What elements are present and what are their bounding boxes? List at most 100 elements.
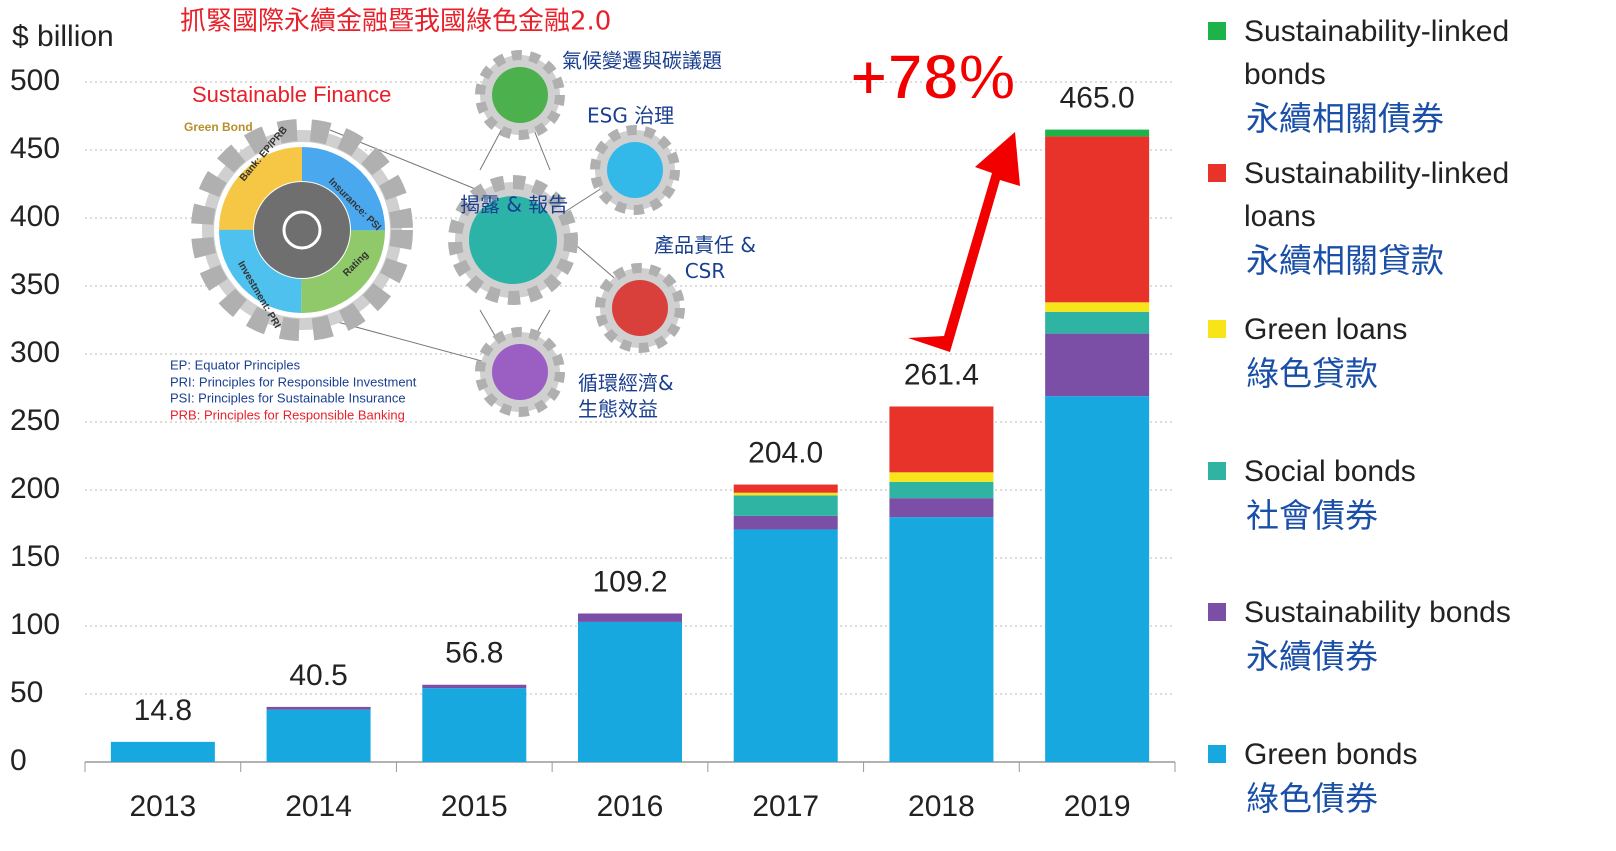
legend-label-zh: 綠色債券 <box>1246 779 1378 818</box>
y-tick-label: 100 <box>10 608 60 641</box>
globe-icon <box>282 210 322 250</box>
x-tick-label: 2015 <box>441 790 508 823</box>
bar-segment <box>1045 311 1150 334</box>
y-tick-label: 350 <box>10 268 60 301</box>
annotation: +78% <box>850 41 1015 113</box>
y-tick-label: 450 <box>10 132 60 165</box>
y-tick-label: 500 <box>10 64 60 97</box>
legend-swatch <box>1208 462 1226 480</box>
bar-segment <box>889 481 994 499</box>
bar-segment <box>733 484 838 493</box>
plot: 0 50 100 150 200 250 300 350 400 450 500 2013 14.8 20… <box>10 64 1176 823</box>
bar-segment <box>1045 129 1150 137</box>
y-tick-label: 300 <box>10 336 60 369</box>
chart: 0 50 100 150 200 250 300 350 400 450 500 2013 14.8 20… <box>10 7 1176 823</box>
note: PRB: Principles for Responsible Banking <box>170 407 405 422</box>
y-tick-label: 250 <box>10 404 60 437</box>
topic-gears <box>448 50 685 417</box>
total-label: 14.8 <box>134 694 192 727</box>
legend-label: Sustainability-linked loans <box>1244 157 1510 233</box>
inset-title: 抓緊國際永續金融暨我國綠色金融2.0 <box>180 7 611 37</box>
gear-core <box>254 182 350 278</box>
bar-segment <box>422 688 527 762</box>
x-tick-label: 2014 <box>285 790 352 823</box>
y-tick-label: 150 <box>10 540 60 573</box>
bar-segment <box>733 529 838 762</box>
bar-segment <box>578 613 682 622</box>
bar-segment <box>733 492 838 496</box>
legend-entry: Sustainability-linked loans 永續相關貸款 <box>1208 152 1608 284</box>
topic-label-box: 循環經濟& 生態效益 <box>578 371 674 421</box>
legend-label: Green bonds <box>1244 738 1418 771</box>
legend-entry: Social bonds 社會債券 <box>1208 450 1608 539</box>
total-label: 109.2 <box>592 565 667 598</box>
bar-segment <box>889 472 994 482</box>
topic-label: 產品責任 & CSR <box>654 233 756 283</box>
legend-label-zh: 永續相關債券 <box>1246 99 1444 138</box>
y-axis-label: $ billion <box>12 20 114 53</box>
y-tick-label: 0 <box>10 744 27 777</box>
ring-part <box>219 147 385 313</box>
bar-segment <box>733 515 838 530</box>
arrow <box>908 132 1020 352</box>
topic-label: 循環經濟& 生態效益 <box>578 371 674 421</box>
topic-label: ESG 治理 <box>587 104 674 128</box>
topic-label: 揭露 & 報告 <box>460 193 568 217</box>
topic-label: 氣候變遷與碳議題 <box>562 49 722 73</box>
total-label: 465.0 <box>1060 82 1135 115</box>
notes: EP: Equator Principles PRI: Principles f… <box>170 357 417 422</box>
legend-label-zh: 永續相關貸款 <box>1246 241 1444 280</box>
legend-label-zh: 永續債券 <box>1246 637 1378 676</box>
inset-subtitle: Sustainable Finance <box>192 82 391 107</box>
total-label: 56.8 <box>445 637 503 670</box>
legend-entry: Sustainability-linked bonds 永續相關債券 <box>1208 10 1608 142</box>
bar-segment <box>889 517 994 762</box>
bar-segment <box>1045 136 1150 303</box>
total-label: 204.0 <box>748 436 823 469</box>
total-label: 40.5 <box>289 659 347 692</box>
y-tick-label: 400 <box>10 200 60 233</box>
x-tick-label: 2016 <box>597 790 664 823</box>
bar-segment <box>266 709 371 762</box>
note: PSI: Principles for Sustainable Insuranc… <box>170 390 406 405</box>
y-tick-label: 200 <box>10 472 60 505</box>
legend-swatch <box>1208 603 1226 621</box>
bar-segment <box>733 495 838 516</box>
bar-segment <box>266 706 371 710</box>
note: EP: Equator Principles <box>170 357 301 372</box>
x-tick-label: 2017 <box>752 790 819 823</box>
legend-entry: Sustainability bonds 永續債券 <box>1208 591 1608 680</box>
bar-segment <box>1045 302 1150 312</box>
bar-segment <box>1045 333 1150 397</box>
ring-part <box>219 147 385 313</box>
bar-segment <box>422 684 527 689</box>
legend-label: Sustainability-linked bonds <box>1244 15 1510 91</box>
y-tick-label: 50 <box>10 676 43 709</box>
bar-segment <box>110 741 215 762</box>
bar-segment <box>889 498 994 518</box>
legend-label: Social bonds <box>1244 455 1416 488</box>
legend-swatch <box>1208 164 1226 182</box>
bar-segment <box>1045 396 1150 762</box>
bar-segment <box>578 621 682 762</box>
ring-part <box>219 147 385 313</box>
legend-label-zh: 社會債券 <box>1246 496 1378 535</box>
total-label: 261.4 <box>904 358 979 391</box>
legend-swatch <box>1208 22 1226 40</box>
legend-swatch <box>1208 745 1226 763</box>
x-tick-label: 2013 <box>129 790 196 823</box>
inset-diagram: 抓緊國際永續金融暨我國綠色金融2.0 Sustainable Finance G… <box>170 7 756 423</box>
legend-swatch <box>1208 320 1226 338</box>
x-tick-label: 2019 <box>1064 790 1131 823</box>
x-tick-label: 2018 <box>908 790 975 823</box>
note: PRI: Principles for Responsible Investme… <box>170 374 417 389</box>
green-bond-label: Green Bond <box>184 120 253 134</box>
legend-label-zh: 綠色貸款 <box>1246 354 1378 393</box>
legend-label: Green loans <box>1244 313 1408 346</box>
legend-label: Sustainability bonds <box>1244 596 1511 629</box>
legend-entry: Green loans 綠色貸款 <box>1208 308 1608 397</box>
bar-segment <box>889 406 994 473</box>
topic-label-box: 產品責任 & CSR <box>654 233 756 283</box>
legend-entry: Green bonds 綠色債券 <box>1208 733 1608 822</box>
